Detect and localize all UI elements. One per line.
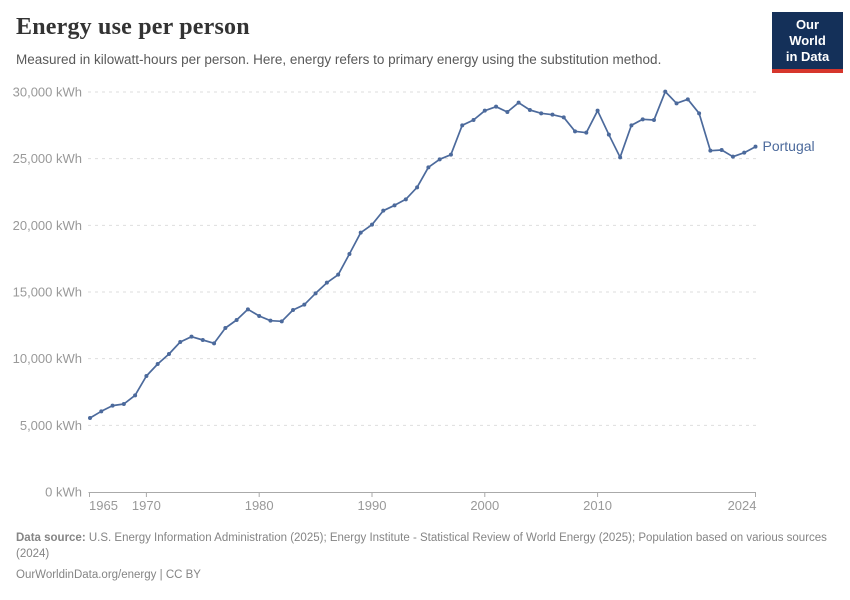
x-axis-tick-label: 1970 — [132, 498, 161, 513]
data-point — [166, 352, 171, 356]
data-point — [133, 393, 138, 398]
owid-energy-link[interactable]: OurWorldinData.org/energy — [16, 569, 157, 581]
data-point — [674, 101, 679, 106]
data-point — [178, 340, 183, 344]
y-axis-tick-label: 15,000 kWh — [13, 285, 82, 300]
data-point — [212, 341, 217, 346]
data-point — [448, 152, 453, 157]
footer-links: OurWorldinData.org/energy | CC BY — [16, 568, 831, 584]
data-point — [189, 334, 194, 339]
data-point — [527, 108, 532, 112]
data-point — [629, 123, 634, 128]
chart-footer: Data source: U.S. Energy Information Adm… — [16, 531, 831, 584]
data-point — [730, 154, 735, 159]
data-point — [313, 291, 318, 296]
data-point — [697, 111, 702, 116]
data-point — [618, 155, 623, 160]
data-point — [279, 319, 284, 324]
data-point — [415, 185, 420, 190]
data-point — [482, 108, 487, 113]
data-point — [302, 302, 307, 307]
owid-logo-line1: Our World — [789, 17, 826, 48]
data-point — [494, 104, 499, 109]
data-point — [234, 318, 239, 322]
data-point — [460, 123, 465, 128]
data-point — [595, 108, 600, 113]
data-point — [324, 280, 329, 285]
data-point — [200, 338, 205, 342]
y-axis-tick-label: 10,000 kWh — [13, 351, 82, 366]
owid-logo[interactable]: Our World in Data — [772, 12, 843, 73]
data-point — [336, 272, 341, 277]
data-point — [742, 150, 747, 155]
data-point — [381, 208, 386, 213]
data-point — [291, 308, 296, 312]
data-point — [437, 157, 442, 162]
data-point — [223, 326, 228, 330]
data-source-text: U.S. Energy Information Administration (… — [16, 532, 827, 560]
y-axis-tick-label: 5,000 kWh — [20, 418, 82, 433]
data-point — [753, 144, 758, 149]
data-point — [426, 165, 431, 170]
data-point — [685, 97, 690, 102]
data-point — [358, 230, 363, 235]
data-point — [155, 362, 160, 366]
x-axis-tick-label: 1965 — [89, 498, 118, 513]
data-point — [606, 132, 611, 137]
y-axis-tick-label: 25,000 kWh — [13, 151, 82, 166]
data-point — [539, 111, 544, 116]
data-point — [144, 374, 149, 378]
data-point — [369, 222, 374, 227]
data-point — [88, 416, 92, 420]
owid-logo-line2: in Data — [785, 49, 830, 64]
chart-subtitle: Measured in kilowatt-hours per person. H… — [16, 52, 662, 67]
page-title: Energy use per person — [16, 14, 250, 40]
data-point — [516, 100, 521, 105]
data-point — [708, 148, 713, 153]
y-axis-tick-label: 20,000 kWh — [13, 218, 82, 233]
cc-by-link[interactable]: CC BY — [165, 569, 201, 581]
data-point — [640, 117, 645, 122]
data-point — [121, 402, 126, 406]
data-source-note: Data source: U.S. Energy Information Adm… — [16, 531, 831, 562]
data-point — [257, 314, 262, 318]
data-point — [505, 110, 510, 114]
data-point — [392, 203, 397, 208]
y-axis-tick-label: 30,000 kWh — [13, 85, 82, 100]
data-point — [584, 130, 589, 135]
x-axis-tick-label: 2010 — [583, 498, 612, 513]
data-point — [719, 148, 724, 152]
data-point — [561, 115, 566, 120]
owid-logo-red-bar — [772, 69, 843, 73]
data-point — [403, 197, 408, 202]
x-axis-tick-label: 2000 — [470, 498, 499, 513]
data-point — [245, 307, 250, 312]
data-point — [663, 89, 668, 94]
y-axis-tick-label: 0 kWh — [45, 485, 82, 500]
data-point — [471, 118, 476, 122]
x-axis-tick-label: 1990 — [358, 498, 387, 513]
data-point — [110, 403, 115, 408]
portugal-line[interactable] — [89, 90, 757, 419]
data-point — [99, 409, 104, 414]
footer-separator: | — [156, 569, 166, 581]
data-point — [573, 129, 578, 134]
data-point — [651, 118, 656, 122]
data-point — [347, 252, 352, 256]
x-axis-tick-label: 2024 — [728, 498, 757, 513]
x-axis-tick-label: 1980 — [245, 498, 274, 513]
owid-logo-text: Our World in Data — [772, 12, 843, 69]
entity-label-portugal[interactable]: Portugal — [763, 138, 815, 154]
data-source-label: Data source: — [16, 532, 86, 544]
data-point — [550, 112, 555, 117]
data-point — [268, 318, 273, 323]
